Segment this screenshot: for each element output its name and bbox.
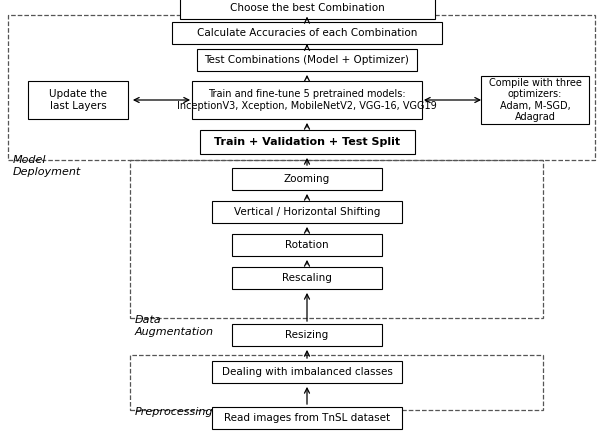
Text: Test Combinations (Model + Optimizer): Test Combinations (Model + Optimizer) — [205, 55, 409, 65]
Bar — [232, 168, 382, 190]
Bar — [197, 49, 417, 71]
Text: Calculate Accuracies of each Combination: Calculate Accuracies of each Combination — [197, 28, 417, 38]
Bar — [180, 0, 435, 19]
Text: Choose the best Combination: Choose the best Combination — [230, 3, 384, 13]
Bar — [232, 267, 382, 289]
Text: Preprocessing: Preprocessing — [135, 407, 213, 417]
Bar — [130, 355, 543, 410]
Text: Zooming: Zooming — [284, 174, 330, 184]
Text: Resizing: Resizing — [286, 330, 329, 340]
Bar — [130, 160, 543, 318]
Bar — [212, 201, 402, 223]
Text: Rotation: Rotation — [285, 240, 329, 250]
Bar — [172, 22, 442, 44]
Bar — [199, 130, 414, 154]
Bar — [28, 81, 128, 119]
Bar — [192, 81, 422, 119]
Text: Read images from TnSL dataset: Read images from TnSL dataset — [224, 413, 390, 423]
Text: Rescaling: Rescaling — [282, 273, 332, 283]
Bar — [232, 324, 382, 346]
Text: Dealing with imbalanced classes: Dealing with imbalanced classes — [221, 367, 392, 377]
Bar — [481, 76, 589, 124]
Text: Train and fine-tune 5 pretrained models:
InceptionV3, Xception, MobileNetV2, VGG: Train and fine-tune 5 pretrained models:… — [177, 89, 437, 111]
Bar — [232, 234, 382, 256]
Bar — [212, 407, 402, 429]
Text: Compile with three
optimizers:
Adam, M-SGD,
Adagrad: Compile with three optimizers: Adam, M-S… — [489, 78, 582, 122]
Bar — [212, 361, 402, 383]
Text: Model
Deployment: Model Deployment — [13, 155, 82, 177]
Text: Vertical / Horizontal Shifting: Vertical / Horizontal Shifting — [234, 207, 380, 217]
Text: Update the
last Layers: Update the last Layers — [49, 89, 107, 111]
Text: Train + Validation + Test Split: Train + Validation + Test Split — [214, 137, 400, 147]
Text: Data
Augmentation: Data Augmentation — [135, 315, 214, 337]
Bar — [8, 15, 595, 160]
